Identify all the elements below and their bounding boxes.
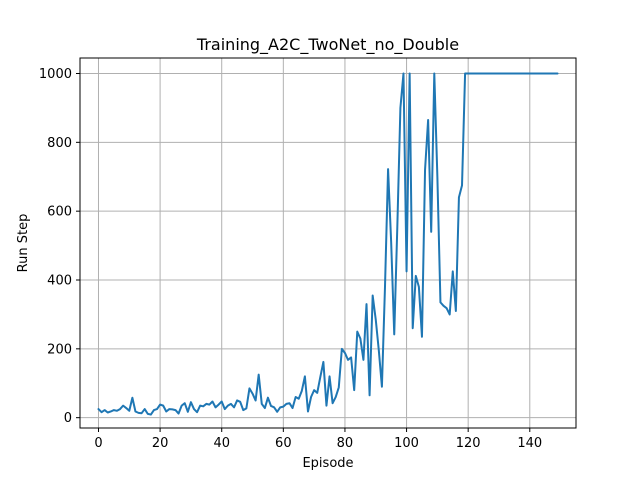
y-tick-label: 0	[64, 411, 72, 426]
y-axis-label: Run Step	[16, 214, 31, 273]
x-tick-label: 120	[456, 436, 481, 451]
x-tick-label: 100	[394, 436, 419, 451]
axes-frame	[79, 57, 577, 429]
x-tick-label: 0	[94, 436, 102, 451]
chart-title: Training_A2C_TwoNet_no_Double	[196, 35, 459, 55]
y-tick-label: 1000	[39, 67, 72, 82]
x-tick-label: 40	[213, 436, 230, 451]
x-axis-ticks: 0 20 40 60 80 100 120 140	[94, 428, 542, 451]
series-layer	[97, 72, 559, 416]
y-tick-label: 600	[47, 205, 72, 220]
x-axis-label: Episode	[302, 456, 353, 471]
y-axis-ticks: 0 200 400 600 800 1000	[39, 67, 80, 426]
grid	[80, 58, 576, 428]
y-tick-label: 800	[47, 136, 72, 151]
x-tick-label: 80	[337, 436, 354, 451]
y-tick-label: 200	[47, 342, 72, 357]
x-tick-label: 140	[517, 436, 542, 451]
series-line-0	[97, 72, 559, 416]
y-tick-label: 400	[47, 274, 72, 289]
x-tick-label: 20	[152, 436, 169, 451]
x-tick-label: 60	[275, 436, 292, 451]
